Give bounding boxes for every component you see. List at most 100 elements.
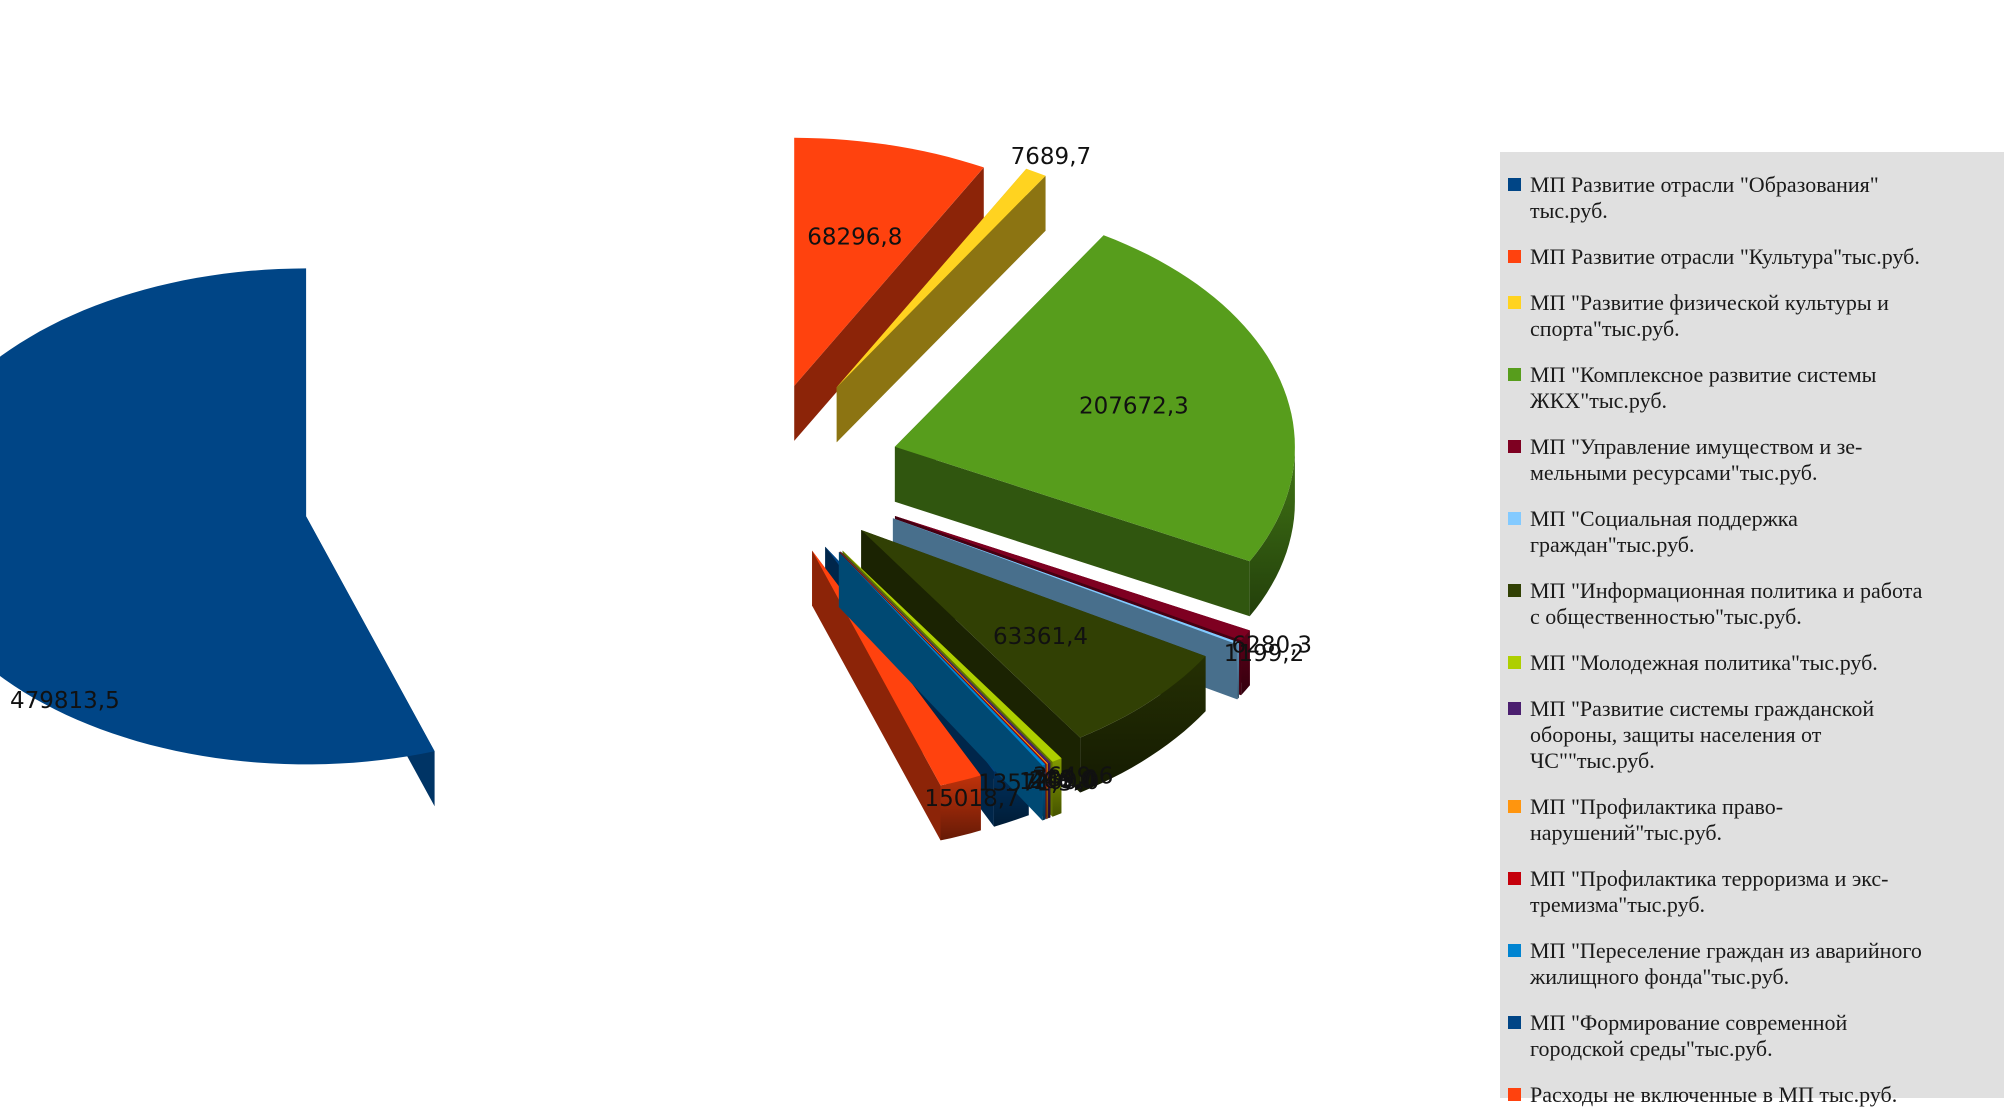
legend-label-line: МП "Развитие системы гражданской bbox=[1530, 696, 1875, 721]
legend-swatch-4 bbox=[1508, 440, 1521, 453]
legend-label-13: Расходы не включенные в МП тыс.руб. bbox=[1530, 1082, 1998, 1108]
pie-slice-rim-11 bbox=[1042, 764, 1046, 821]
legend-label-line: Расходы не включенные в МП тыс.руб. bbox=[1530, 1082, 1898, 1107]
legend-label-7: МП "Молодежная политика"тыс.руб. bbox=[1530, 650, 1998, 676]
legend-swatch-3 bbox=[1508, 368, 1521, 381]
pie-slice-rim-7 bbox=[1052, 758, 1062, 817]
data-label-4: 6280,3 bbox=[1232, 632, 1312, 658]
pie-slice-3 bbox=[894, 235, 1295, 617]
legend-label-line: тремизма"тыс.руб. bbox=[1530, 892, 1706, 917]
pie-slice-rim-6 bbox=[1080, 656, 1206, 793]
data-label-8: 782,0 bbox=[1032, 767, 1098, 793]
legend-swatch-8 bbox=[1508, 702, 1521, 715]
data-label-10: 200,0 bbox=[1029, 768, 1095, 794]
legend-label-line: обороны, защиты населения от bbox=[1530, 722, 1822, 747]
legend-label-10: МП "Профилактика терроризма и экс-тремиз… bbox=[1530, 866, 1998, 918]
legend-label-4: МП "Управление имуществом и зе-мельными … bbox=[1530, 434, 1998, 486]
pie-slice-rim-13 bbox=[940, 775, 981, 841]
legend-label-line: МП Развитие отрасли "Образования" bbox=[1530, 172, 1879, 197]
pie-slice-rim-4 bbox=[1241, 630, 1250, 696]
legend-label-8: МП "Развитие системы гражданской обороны,… bbox=[1530, 696, 1998, 774]
legend-label-line: мельными ресурсами"тыс.руб. bbox=[1530, 460, 1818, 485]
legend-label-1: МП Развитие отрасли "Культура"тыс.руб. bbox=[1530, 244, 1998, 270]
legend-swatch-6 bbox=[1508, 584, 1521, 597]
legend-swatch-0 bbox=[1508, 178, 1521, 191]
legend-swatch-10 bbox=[1508, 872, 1521, 885]
pie-slice-top-3 bbox=[894, 235, 1295, 562]
pie-slice-top-1 bbox=[794, 137, 984, 386]
data-label-12: 13571,5 bbox=[978, 771, 1073, 797]
legend-swatch-7 bbox=[1508, 656, 1521, 669]
data-label-11: 1200,0 bbox=[1019, 769, 1099, 795]
legend-label-line: жилищного фонда"тыс.руб. bbox=[1530, 964, 1790, 989]
legend-label-line: городской среды"тыс.руб. bbox=[1530, 1036, 1773, 1061]
pie-slice-top-5 bbox=[892, 518, 1239, 645]
legend-label-0: МП Развитие отрасли "Образования" тыс.руб… bbox=[1530, 172, 1998, 224]
legend: МП Развитие отрасли "Образования" тыс.руб… bbox=[1500, 152, 2004, 1107]
legend-label-11: МП "Переселение граждан из аварийного жил… bbox=[1530, 938, 1998, 990]
data-label-5: 1199,2 bbox=[1224, 641, 1304, 667]
data-label-9: 445,0 bbox=[1030, 768, 1096, 794]
legend-label-line: МП "Переселение граждан из аварийного bbox=[1530, 938, 1922, 963]
pie-slice-top-2 bbox=[836, 168, 1046, 388]
pie-slice-rim-8 bbox=[1048, 762, 1051, 819]
legend-swatch-13 bbox=[1508, 1088, 1521, 1101]
legend-swatch-11 bbox=[1508, 944, 1521, 957]
legend-label-line: МП "Профилактика право- bbox=[1530, 794, 1784, 819]
data-label-7: 3649,6 bbox=[1033, 764, 1113, 790]
pie-slice-top-0 bbox=[0, 268, 435, 765]
pie-slice-side-2-1 bbox=[836, 175, 1046, 443]
legend-label-2: МП "Развитие физической культуры и спорта… bbox=[1530, 290, 1998, 342]
legend-label-5: МП "Социальная поддержка граждан"тыс.руб. bbox=[1530, 506, 1998, 558]
pie-slice-rim-5 bbox=[1237, 642, 1239, 700]
legend-label-line: МП "Развитие физической культуры и bbox=[1530, 290, 1889, 315]
legend-swatch-9 bbox=[1508, 800, 1521, 813]
legend-label-6: МП "Информационная политика и работа с об… bbox=[1530, 578, 1998, 630]
pie-slice-1 bbox=[794, 137, 984, 441]
pie-chart: 479813,5 68296,8 7689,7 207672,3 6280,31199,… bbox=[0, 137, 1312, 841]
pie-slice-top-6 bbox=[861, 529, 1206, 738]
legend-label-line: МП "Социальная поддержка bbox=[1530, 506, 1798, 531]
legend-label-line: тыс.руб. bbox=[1530, 198, 1608, 223]
legend-label-line: спорта"тыс.руб. bbox=[1530, 316, 1680, 341]
pie-slice-side-11-1 bbox=[838, 551, 1043, 821]
legend-label-line: граждан"тыс.руб. bbox=[1530, 532, 1695, 557]
legend-swatch-12 bbox=[1508, 1016, 1521, 1029]
pie-slice-rim-10 bbox=[1046, 764, 1047, 820]
legend-label-line: МП Развитие отрасли "Культура"тыс.руб. bbox=[1530, 244, 1920, 269]
data-label-2: 7689,7 bbox=[1011, 144, 1091, 170]
pie-slice-top-9 bbox=[839, 551, 1048, 764]
pie-slice-side-13-1 bbox=[812, 550, 941, 841]
pie-slice-side-1-1 bbox=[794, 167, 984, 441]
data-label-6: 63361,4 bbox=[993, 624, 1088, 650]
legend-label-12: МП "Формирование современной городской ср… bbox=[1530, 1010, 1998, 1062]
pie-slice-side-3-1 bbox=[894, 446, 1250, 617]
pie-slice-2 bbox=[836, 168, 1046, 443]
pie-slice-top-4 bbox=[894, 515, 1250, 641]
pie-slice-11 bbox=[838, 551, 1046, 821]
pie-slice-rim-9 bbox=[1046, 763, 1048, 819]
legend-label-line: МП "Комплексное развитие системы bbox=[1530, 362, 1877, 387]
legend-label-line: МП "Формирование современной bbox=[1530, 1010, 1848, 1035]
legend-label-9: МП "Профилактика право-нарушений"тыс.руб… bbox=[1530, 794, 1998, 846]
legend-label-3: МП "Комплексное развитие системы ЖКХ"тыс.… bbox=[1530, 362, 1998, 414]
pie-slice-top-8 bbox=[840, 551, 1051, 764]
pie-slice-rim-3 bbox=[1249, 446, 1295, 617]
legend-swatch-1 bbox=[1508, 250, 1521, 263]
legend-label-line: МП "Управление имуществом и зе- bbox=[1530, 434, 1863, 459]
pie-slice-6 bbox=[861, 529, 1206, 793]
legend-label-line: с общественностью"тыс.руб. bbox=[1530, 604, 1802, 629]
data-label-3: 207672,3 bbox=[1079, 394, 1189, 420]
pie-slice-top-7 bbox=[842, 550, 1062, 762]
data-label-0: 479813,5 bbox=[10, 688, 120, 714]
legend-label-line: МП "Профилактика терроризма и экс- bbox=[1530, 866, 1889, 891]
legend-label-line: нарушений"тыс.руб. bbox=[1530, 820, 1723, 845]
legend-label-line: МП "Молодежная политика"тыс.руб. bbox=[1530, 650, 1878, 675]
legend-swatch-5 bbox=[1508, 512, 1521, 525]
pie-slice-top-10 bbox=[839, 551, 1047, 765]
pie-slice-top-11 bbox=[838, 551, 1046, 766]
legend-label-line: ЧС""тыс.руб. bbox=[1530, 748, 1655, 773]
legend-label-line: МП "Информационная политика и работа bbox=[1530, 578, 1923, 603]
legend-swatch-2 bbox=[1508, 296, 1521, 309]
